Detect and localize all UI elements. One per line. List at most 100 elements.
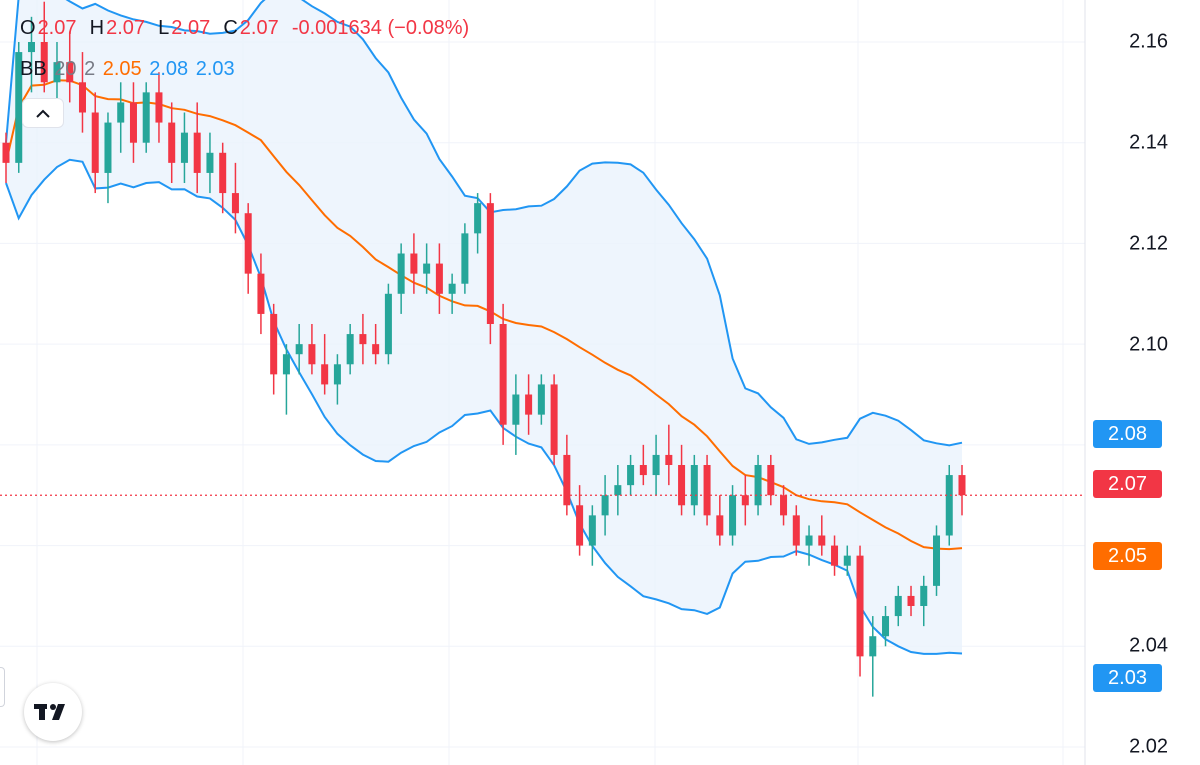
candle-body — [129, 102, 137, 143]
candle-body — [474, 203, 482, 234]
candle-down — [563, 434, 571, 516]
candle-body — [193, 132, 201, 173]
candle-body — [40, 42, 48, 83]
candle-up — [614, 465, 622, 516]
candle-body — [270, 313, 278, 375]
candle-down — [525, 374, 533, 435]
basis-badge: 2.05 — [1093, 542, 1162, 570]
price-tick: 2.10 — [1129, 333, 1168, 356]
candle-down — [831, 535, 839, 576]
candle-body — [843, 555, 851, 566]
candle-down — [219, 142, 227, 214]
candle-up — [945, 465, 953, 546]
candle-up — [729, 485, 737, 546]
candle-down — [372, 324, 380, 365]
candle-up — [104, 112, 112, 204]
candle-down — [907, 585, 915, 617]
candle-up — [15, 42, 23, 173]
candle-body — [435, 263, 443, 294]
candle-body — [665, 454, 673, 465]
candle-body — [601, 495, 609, 516]
indicator-basis-value: 2.05 — [102, 58, 142, 80]
candle-body — [231, 193, 239, 214]
candle-body — [448, 283, 456, 294]
candle-down — [780, 485, 788, 526]
candle-up — [920, 575, 928, 627]
candle-body — [639, 465, 647, 476]
candle-body — [295, 344, 303, 355]
candle-down — [958, 465, 966, 516]
candle-up — [448, 273, 456, 314]
candle-down — [550, 374, 558, 465]
candle-down — [244, 203, 252, 294]
collapse-legend-button[interactable] — [22, 98, 64, 128]
candle-down — [486, 193, 494, 345]
candle-up — [754, 454, 762, 516]
close-label: C — [223, 17, 238, 39]
candle-body — [780, 495, 788, 516]
candle-body — [27, 42, 35, 53]
candle-down — [155, 72, 163, 143]
candle-body — [359, 334, 367, 345]
candle-body — [741, 495, 749, 506]
candle-body — [219, 152, 227, 194]
bollinger-upper-line — [5, 0, 963, 447]
upper-band-badge: 2.08 — [1093, 420, 1162, 448]
candle-body — [805, 535, 813, 546]
candle-body — [308, 344, 316, 365]
candle-down — [2, 132, 10, 183]
candle-body — [716, 515, 724, 536]
price-tick: 2.02 — [1129, 735, 1168, 758]
high-value: 2.07 — [106, 17, 146, 39]
candle-up — [843, 545, 851, 576]
candle-up — [384, 283, 392, 365]
candle-body — [576, 505, 584, 546]
candle-body — [678, 465, 686, 506]
candle-up — [142, 82, 150, 153]
candle-up — [588, 505, 596, 566]
bollinger-band-fill — [6, 0, 962, 654]
candle-body — [257, 273, 265, 314]
indicator-legend[interactable]: BB 20 2 2.05 2.08 2.03 — [20, 58, 237, 81]
candle-body — [282, 354, 290, 375]
left-panel-handle[interactable] — [0, 667, 5, 707]
candle-down — [678, 444, 686, 516]
candle-up — [117, 82, 125, 153]
candle-body — [333, 364, 341, 385]
candle-body — [614, 485, 622, 496]
price-tick: 2.12 — [1129, 232, 1168, 255]
candle-body — [486, 203, 494, 324]
candle-body — [652, 454, 660, 476]
candle-body — [15, 52, 23, 163]
candle-body — [397, 253, 405, 294]
candle-down — [818, 515, 826, 556]
candlestick-series — [2, 1, 966, 697]
candle-body — [53, 62, 61, 83]
candle-body — [410, 253, 418, 274]
high-label: H — [89, 17, 105, 39]
candle-up — [282, 344, 290, 415]
candle-down — [639, 444, 647, 486]
candle-down — [270, 303, 278, 395]
candle-up — [461, 223, 469, 294]
candle-down — [168, 102, 176, 183]
candle-up — [805, 525, 813, 566]
tradingview-logo-button[interactable] — [24, 683, 82, 741]
candle-down — [321, 334, 329, 395]
candle-body — [155, 92, 163, 123]
open-value: 2.07 — [37, 17, 77, 39]
tradingview-logo-icon — [34, 704, 65, 720]
candle-down — [40, 1, 48, 93]
candle-body — [831, 545, 839, 566]
candle-body — [754, 465, 762, 506]
candle-body — [461, 233, 469, 284]
candle-down — [741, 475, 749, 526]
price-tick: 2.04 — [1129, 634, 1168, 657]
candle-body — [907, 595, 915, 606]
candle-body — [180, 132, 188, 163]
candle-down — [78, 52, 86, 133]
candle-up — [601, 475, 609, 536]
last-price-badge: 2.07 — [1093, 470, 1162, 498]
lower-band-badge: 2.03 — [1093, 664, 1162, 692]
